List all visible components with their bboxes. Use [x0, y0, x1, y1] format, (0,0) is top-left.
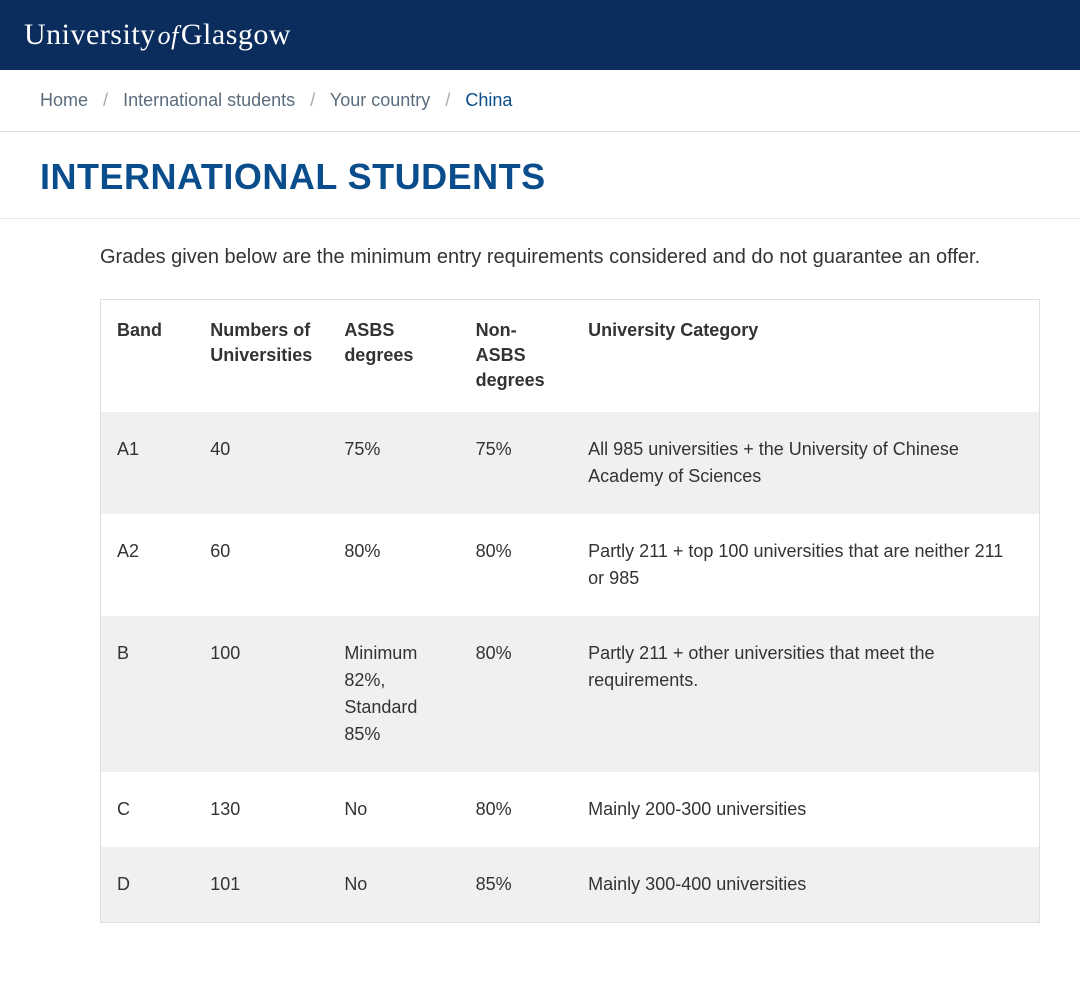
breadcrumb-home[interactable]: Home [40, 90, 88, 110]
table-header-row: Band Numbers of Universities ASBS degree… [101, 300, 1040, 412]
cell-category: Mainly 300-400 universities [572, 847, 1039, 923]
cell-category: Partly 211 + other universities that mee… [572, 616, 1039, 772]
col-header-category: University Category [572, 300, 1039, 412]
cell-category: Partly 211 + top 100 universities that a… [572, 514, 1039, 616]
logo-part-of: of [158, 21, 179, 50]
logo-part-university: University [24, 18, 156, 51]
cell-band: C [101, 772, 195, 847]
cell-category: Mainly 200-300 universities [572, 772, 1039, 847]
page-title: INTERNATIONAL STUDENTS [40, 156, 1040, 198]
requirements-table: Band Numbers of Universities ASBS degree… [100, 299, 1040, 923]
col-header-asbs: ASBS degrees [328, 300, 459, 412]
col-header-band: Band [101, 300, 195, 412]
cell-band: D [101, 847, 195, 923]
table-row: A2 60 80% 80% Partly 211 + top 100 unive… [101, 514, 1040, 616]
cell-num: 60 [194, 514, 328, 616]
cell-category: All 985 universities + the University of… [572, 412, 1039, 514]
table-row: D 101 No 85% Mainly 300-400 universities [101, 847, 1040, 923]
table-row: C 130 No 80% Mainly 200-300 universities [101, 772, 1040, 847]
cell-num: 40 [194, 412, 328, 514]
cell-band: B [101, 616, 195, 772]
cell-asbs: 80% [328, 514, 459, 616]
table-row: A1 40 75% 75% All 985 universities + the… [101, 412, 1040, 514]
cell-asbs: Minimum 82%, Standard 85% [328, 616, 459, 772]
col-header-nonasbs: Non-ASBS degrees [460, 300, 573, 412]
cell-nonasbs: 80% [460, 772, 573, 847]
cell-nonasbs: 85% [460, 847, 573, 923]
cell-asbs: No [328, 772, 459, 847]
intro-text: Grades given below are the minimum entry… [100, 243, 1040, 271]
breadcrumb-separator: / [445, 90, 450, 110]
page-title-section: INTERNATIONAL STUDENTS [0, 132, 1080, 219]
logo-part-glasgow: Glasgow [181, 18, 291, 51]
breadcrumb-separator: / [103, 90, 108, 110]
table-row: B 100 Minimum 82%, Standard 85% 80% Part… [101, 616, 1040, 772]
cell-nonasbs: 75% [460, 412, 573, 514]
site-logo[interactable]: UniversityofGlasgow [24, 18, 1056, 52]
site-header: UniversityofGlasgow [0, 0, 1080, 70]
cell-num: 100 [194, 616, 328, 772]
cell-asbs: 75% [328, 412, 459, 514]
cell-nonasbs: 80% [460, 514, 573, 616]
cell-band: A1 [101, 412, 195, 514]
breadcrumb-your-country[interactable]: Your country [330, 90, 430, 110]
breadcrumb: Home / International students / Your cou… [0, 70, 1080, 132]
cell-num: 101 [194, 847, 328, 923]
cell-nonasbs: 80% [460, 616, 573, 772]
cell-num: 130 [194, 772, 328, 847]
cell-asbs: No [328, 847, 459, 923]
breadcrumb-international-students[interactable]: International students [123, 90, 295, 110]
main-content: Grades given below are the minimum entry… [0, 219, 1080, 963]
cell-band: A2 [101, 514, 195, 616]
breadcrumb-separator: / [310, 90, 315, 110]
breadcrumb-china: China [465, 90, 512, 110]
col-header-numbers: Numbers of Universities [194, 300, 328, 412]
